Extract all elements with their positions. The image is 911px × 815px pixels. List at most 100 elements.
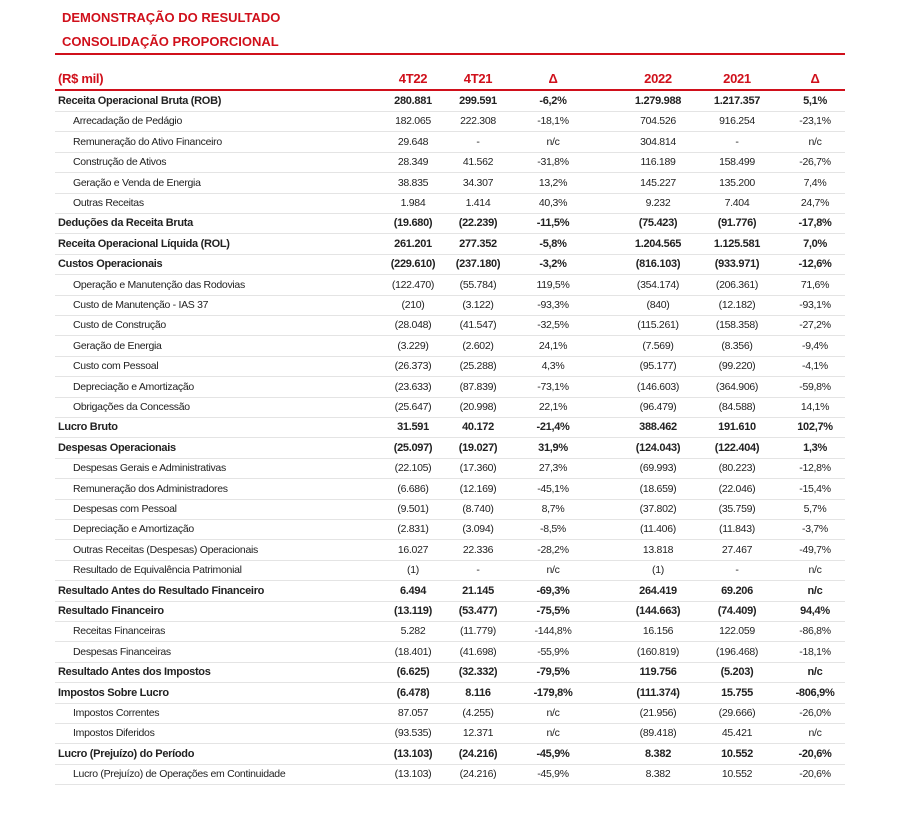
cell: -45,9% xyxy=(537,768,569,781)
cell: -79,5% xyxy=(536,666,570,679)
cell: 135.200 xyxy=(719,176,755,189)
cell: -3,2% xyxy=(539,258,567,271)
cell: (111.374) xyxy=(636,686,680,699)
header-rule xyxy=(55,89,845,91)
row-label: Outras Receitas (Despesas) Operacionais xyxy=(73,543,258,556)
row-label: Receitas Financeiras xyxy=(73,625,166,638)
cell: 16.156 xyxy=(642,625,674,638)
table-row: Despesas Gerais e Administrativas (22.105… xyxy=(55,458,845,480)
cell: -27,2% xyxy=(799,319,831,332)
row-label: Impostos Correntes xyxy=(73,707,160,719)
row-label: Impostos Diferidos xyxy=(73,727,155,740)
table-row: Impostos Sobre Lucro (6.478) 8.116 -179,8% (… xyxy=(55,683,845,704)
cell: -69,3% xyxy=(536,584,570,597)
cell: 8.116 xyxy=(465,686,491,699)
cell: 13,2% xyxy=(538,176,568,189)
cell: n/c xyxy=(546,135,560,148)
cell: -18,1% xyxy=(537,115,569,128)
cell: 1.204.565 xyxy=(634,237,682,250)
cell: - xyxy=(735,135,739,148)
cell: (933.971) xyxy=(714,258,760,271)
cell: (364.906) xyxy=(715,380,759,393)
cell: 22.336 xyxy=(462,543,494,556)
cell: - xyxy=(735,564,739,577)
table-row: Deduções da Receita Bruta (19.680) (22.239… xyxy=(55,213,845,235)
cell: (3.229) xyxy=(397,339,429,352)
cell: (84.588) xyxy=(718,401,756,413)
cell: -5,8% xyxy=(539,237,567,250)
cell: -20,6% xyxy=(798,747,832,760)
cell: 5.282 xyxy=(400,625,426,638)
cell: 14,1% xyxy=(800,401,830,413)
cell: 10.552 xyxy=(721,747,753,760)
cell: -18,1% xyxy=(799,645,831,658)
cell: 29.648 xyxy=(397,135,429,148)
cell: - xyxy=(476,135,480,148)
cell: 8.382 xyxy=(645,768,671,781)
cell: (124.043) xyxy=(635,441,681,454)
cell: (229.610) xyxy=(390,258,436,271)
table-row: Receitas Financeiras 5.282 (11.779) -144,8%… xyxy=(55,621,845,643)
cell: (816.103) xyxy=(635,258,681,271)
cell: (160.819) xyxy=(636,645,680,658)
cell: 34.307 xyxy=(462,176,494,189)
cell: (41.698) xyxy=(459,645,497,658)
cell: 28.349 xyxy=(397,156,429,169)
table-row: Receita Operacional Líquida (ROL) 261.201… xyxy=(55,234,845,255)
cell: - xyxy=(476,564,480,577)
cell: 27,3% xyxy=(538,462,568,475)
cell: 16.027 xyxy=(397,543,429,556)
cell: 4,3% xyxy=(541,360,565,373)
cell: -86,8% xyxy=(799,625,831,638)
cell: (210) xyxy=(401,299,425,311)
cell: (13.103) xyxy=(394,768,432,781)
table-row: Resultado Antes do Resultado Financeiro 6… xyxy=(55,581,845,602)
table-row: Despesas com Pessoal (9.501) (8.740) 8,7% (3… xyxy=(55,499,845,520)
cell: (146.603) xyxy=(636,380,680,393)
cell: (206.361) xyxy=(715,278,759,291)
row-label: Obrigações da Concessão xyxy=(73,401,190,413)
cell: 7,4% xyxy=(803,176,827,189)
cell: 264.419 xyxy=(639,584,677,597)
cell: 31,9% xyxy=(538,441,568,454)
cell: (87.839) xyxy=(459,380,497,393)
table-row: Lucro (Prejuízo) do Período (13.103) (24.2… xyxy=(55,744,845,765)
table-row: Remuneração do Ativo Financeiro 29.648 - n/… xyxy=(55,132,845,153)
cell: (2.602) xyxy=(462,339,494,352)
cell: (74.409) xyxy=(717,605,757,617)
table-row: Custos Operacionais (229.610) (237.180) -3,… xyxy=(55,254,845,276)
cell: (11.779) xyxy=(460,625,496,638)
row-label: Custo com Pessoal xyxy=(73,360,159,373)
row-label: (R$ mil) xyxy=(58,71,104,86)
cell: 1.984 xyxy=(400,197,426,209)
cell: (37.802) xyxy=(639,503,677,515)
cell: (19.680) xyxy=(393,217,433,230)
cell: (23.633) xyxy=(394,380,432,393)
cell: (6.625) xyxy=(396,666,430,679)
cell: (3.094) xyxy=(462,523,494,536)
cell: (99.220) xyxy=(718,360,756,373)
title-rule xyxy=(55,53,845,55)
cell: (24.216) xyxy=(458,747,498,760)
cell: (41.547) xyxy=(459,319,497,332)
row-label: Arrecadação de Pedágio xyxy=(73,115,182,128)
cell: (144.663) xyxy=(635,605,681,617)
table-row: Lucro Bruto 31.591 40.172 -21,4% 388.462 191.… xyxy=(55,417,845,439)
cell: (18.659) xyxy=(639,482,677,495)
table-row: Arrecadação de Pedágio 182.065 222.308 -18,… xyxy=(55,111,845,133)
cell: 27.467 xyxy=(721,543,753,556)
row-label: Operação e Manutenção das Rodovias xyxy=(73,278,245,291)
table-row: Resultado Financeiro (13.119) (53.477) -75,… xyxy=(55,601,845,622)
cell: (13.103) xyxy=(393,747,433,760)
cell: -17,8% xyxy=(798,217,832,230)
cell: (19.027) xyxy=(458,441,498,454)
title-line: DEMONSTRAÇÃO DO RESULTADO xyxy=(62,10,281,25)
cell: (17.360) xyxy=(459,462,497,475)
cell: 94,4% xyxy=(800,605,830,617)
table-row: Custo com Pessoal (26.373) (25.288) 4,3% (95… xyxy=(55,356,845,378)
table-row: Outras Receitas 1.984 1.414 40,3% 9.232 7.404… xyxy=(55,193,845,214)
cell: -179,8% xyxy=(533,686,573,699)
cell: 119,5% xyxy=(536,278,570,291)
row-label: Custo de Construção xyxy=(73,319,166,332)
